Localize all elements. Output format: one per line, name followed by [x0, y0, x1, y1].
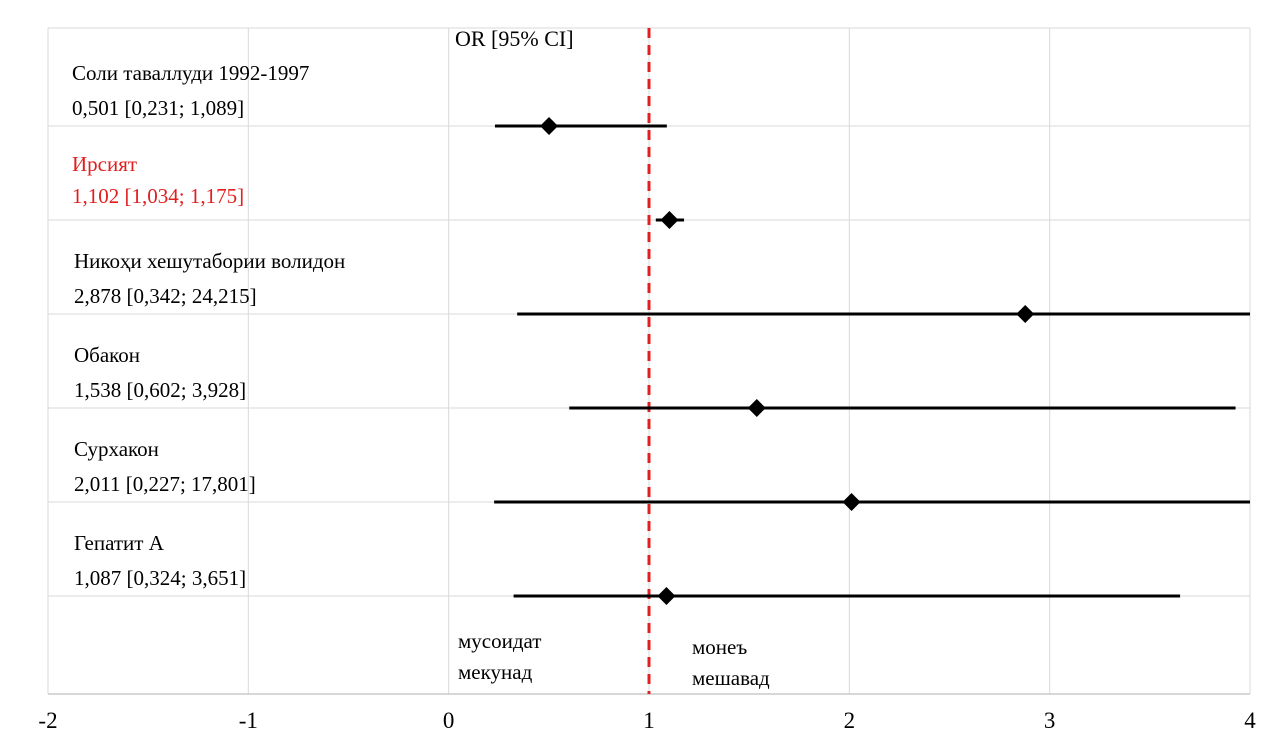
annotation-left: мекунад [458, 660, 533, 684]
x-tick-label: 1 [643, 708, 655, 733]
point-estimate-marker [660, 211, 679, 229]
x-tick-label: -2 [38, 708, 57, 733]
rows: Соли таваллуди 1992-1997 0,501 [0,231; 1,… [72, 61, 1250, 605]
x-tick-label: 3 [1044, 708, 1056, 733]
point-estimate-marker [540, 117, 559, 135]
row-label: Сурхакон [74, 437, 159, 461]
row-label: Обакон [74, 343, 140, 367]
row-stat: 1,538 [0,602; 3,928] [74, 378, 246, 402]
point-estimate-marker [747, 399, 766, 417]
row-label: Ирсият [72, 152, 137, 176]
row-stat: 1,087 [0,324; 3,651] [74, 566, 246, 590]
or-header: OR [95% CI] [455, 26, 574, 51]
point-estimate-marker [842, 493, 861, 511]
row-label: Никоҳи хешутабории волидон [74, 249, 345, 273]
x-tick-label: -1 [239, 708, 258, 733]
x-axis-ticks: -2 -1 0 1 2 3 4 [38, 708, 1256, 733]
row-stat: 2,011 [0,227; 17,801] [74, 472, 256, 496]
point-estimate-marker [657, 587, 676, 605]
annotations: мусоидат мекунад монеъ мешавад [458, 629, 770, 690]
row-label: Соли таваллуди 1992-1997 [72, 61, 309, 85]
point-estimate-marker [1016, 305, 1035, 323]
row-label: Гепатит А [74, 531, 165, 555]
row-stat: 2,878 [0,342; 24,215] [74, 284, 257, 308]
x-tick-label: 4 [1244, 708, 1256, 733]
annotation-left: мусоидат [458, 629, 542, 653]
x-tick-label: 2 [844, 708, 856, 733]
annotation-right: монеъ [692, 635, 747, 659]
row-stat: 1,102 [1,034; 1,175] [72, 184, 244, 208]
x-tick-label: 0 [443, 708, 455, 733]
row-stat: 0,501 [0,231; 1,089] [72, 96, 244, 120]
annotation-right: мешавад [692, 666, 770, 690]
